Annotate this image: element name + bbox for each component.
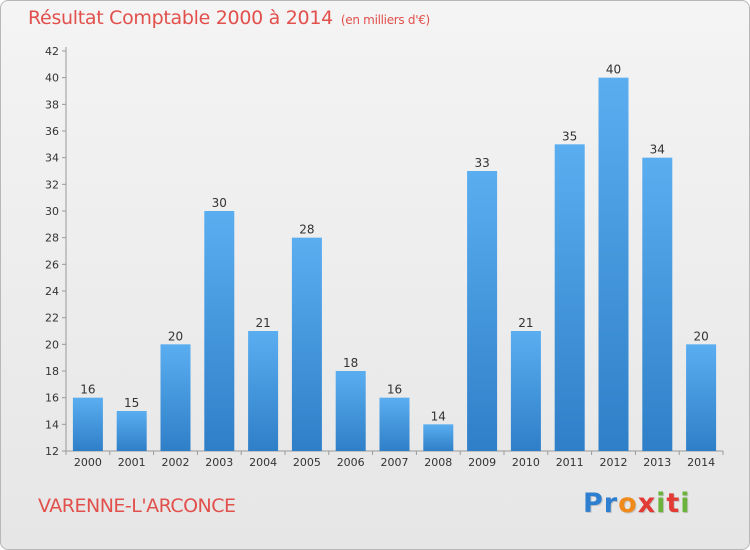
bar-2007 xyxy=(379,397,410,451)
bar-2013 xyxy=(642,157,673,451)
y-tick-label: 32 xyxy=(45,178,59,191)
y-tick-label: 22 xyxy=(45,312,59,325)
value-label-2003: 30 xyxy=(212,196,227,210)
chart-subtitle: (en milliers d'€) xyxy=(340,13,430,27)
bar-2004 xyxy=(248,331,279,451)
logo-letter: P xyxy=(583,488,604,519)
y-tick-label: 24 xyxy=(45,285,59,298)
bar-2006 xyxy=(335,371,366,451)
value-label-2011: 35 xyxy=(562,129,577,143)
proxiti-logo: Proxiti xyxy=(583,488,691,519)
x-tick-label-2005: 2005 xyxy=(293,456,321,469)
y-tick-label: 42 xyxy=(45,45,59,58)
y-tick-label: 40 xyxy=(45,72,59,85)
logo-letter: x xyxy=(637,488,657,519)
x-tick-label-2010: 2010 xyxy=(512,456,540,469)
value-label-2004: 21 xyxy=(255,316,270,330)
x-tick-label-2011: 2011 xyxy=(556,456,584,469)
x-tick-label-2007: 2007 xyxy=(381,456,409,469)
x-tick-label-2014: 2014 xyxy=(687,456,715,469)
y-tick-label: 16 xyxy=(45,392,59,405)
value-label-2009: 33 xyxy=(474,156,489,170)
x-tick-label-2006: 2006 xyxy=(337,456,365,469)
x-tick-label-2012: 2012 xyxy=(600,456,628,469)
bar-2009 xyxy=(467,171,498,451)
logo-letter: i xyxy=(656,488,667,519)
value-label-2012: 40 xyxy=(606,63,621,77)
bar-2001 xyxy=(116,411,147,451)
value-label-2010: 21 xyxy=(518,316,533,330)
bar-2010 xyxy=(510,331,541,451)
x-tick-label-2000: 2000 xyxy=(74,456,102,469)
x-tick-label-2013: 2013 xyxy=(643,456,671,469)
place-name: VARENNE-L'ARCONCE xyxy=(38,495,236,517)
x-tick-label-2002: 2002 xyxy=(162,456,190,469)
x-tick-label-2009: 2009 xyxy=(468,456,496,469)
x-tick-label-2008: 2008 xyxy=(424,456,452,469)
x-tick-label-2001: 2001 xyxy=(118,456,146,469)
x-tick-label-2004: 2004 xyxy=(249,456,277,469)
value-label-2001: 15 xyxy=(124,396,139,410)
y-tick-label: 14 xyxy=(45,418,59,431)
bar-2002 xyxy=(160,344,191,451)
bar-2012 xyxy=(598,77,629,452)
bar-2014 xyxy=(686,344,717,451)
y-tick-label: 34 xyxy=(45,152,59,165)
bar-2005 xyxy=(291,237,322,451)
value-label-2005: 28 xyxy=(299,223,314,237)
bar-2008 xyxy=(423,424,454,451)
chart-title-text: Résultat Comptable 2000 à 2014 xyxy=(28,7,333,29)
logo-letter: t xyxy=(666,488,681,519)
value-label-2008: 14 xyxy=(431,409,446,423)
bar-2003 xyxy=(204,211,235,451)
y-tick-label: 38 xyxy=(45,98,59,111)
logo-letter: i xyxy=(680,488,691,519)
y-tick-label: 28 xyxy=(45,232,59,245)
value-label-2006: 18 xyxy=(343,356,358,370)
logo-letter: r xyxy=(603,488,619,519)
y-tick-label: 36 xyxy=(45,125,59,138)
value-label-2007: 16 xyxy=(387,383,402,397)
bar-2011 xyxy=(554,144,585,452)
value-label-2013: 34 xyxy=(650,143,665,157)
y-tick-label: 26 xyxy=(45,258,59,271)
y-tick-label: 20 xyxy=(45,338,59,351)
value-label-2014: 20 xyxy=(693,329,708,343)
y-tick-label: 18 xyxy=(45,365,59,378)
value-label-2002: 20 xyxy=(168,329,183,343)
y-tick-label: 12 xyxy=(45,445,59,458)
value-label-2000: 16 xyxy=(80,383,95,397)
x-tick-label-2003: 2003 xyxy=(205,456,233,469)
chart-title: Résultat Comptable 2000 à 2014 (en millie… xyxy=(28,7,430,29)
logo-letter: o xyxy=(618,488,638,519)
y-tick-label: 30 xyxy=(45,205,59,218)
bar-2000 xyxy=(72,397,103,451)
